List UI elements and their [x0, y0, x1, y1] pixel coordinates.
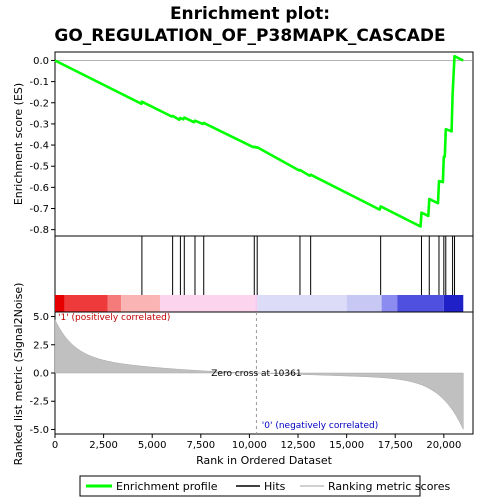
- ranking-metric-area: [54, 319, 464, 430]
- metric-y-axis-label: Ranked list metric (Signal2Noise): [12, 283, 25, 466]
- metric-y-tick-label: 5.0: [33, 312, 49, 323]
- enrichment-profile-line: [54, 54, 464, 228]
- x-ticks: 0 2,500 5,000 7,500 10,000 12,500 15,000 17,500…: [52, 434, 461, 451]
- x-tick-label: 20,000: [426, 440, 461, 451]
- x-axis-label: Rank in Ordered Dataset: [196, 454, 333, 467]
- metric-y-tick-label: -2.5: [29, 397, 49, 408]
- legend-enrichment-label: Enrichment profile: [116, 480, 218, 493]
- metric-y-tick-label: 0.0: [33, 369, 49, 380]
- x-tick-label: 17,500: [378, 440, 413, 451]
- heatbar-segment: [121, 295, 160, 312]
- es-y-tick-label: 0.0: [33, 56, 49, 67]
- legend-metric-label: Ranking metric scores: [328, 480, 450, 493]
- chart-title-line2: GO_REGULATION_OF_P38MAPK_CASCADE: [54, 26, 445, 46]
- heatbar-segment: [257, 295, 347, 312]
- x-tick-label: 2,500: [89, 440, 118, 451]
- heatbar-segment: [443, 295, 464, 312]
- metric-y-ticks: 5.0 2.5 0.0 -2.5 -5.0: [29, 312, 55, 436]
- zero-cross-label: Zero cross at 10361: [211, 369, 301, 379]
- heatbar-segment: [55, 295, 65, 312]
- negative-correlation-label: '0' (negatively correlated): [262, 421, 378, 431]
- heatbar-segment: [64, 295, 108, 312]
- es-y-ticks: 0.0 -0.1 -0.2 -0.3 -0.4 -0.5 -0.6 -0.7 -0.8: [29, 56, 55, 236]
- es-y-tick-label: -0.5: [29, 162, 49, 173]
- es-panel-frame: [54, 51, 474, 237]
- x-tick-label: 0: [52, 440, 58, 451]
- heatbar-segment: [346, 295, 382, 312]
- heatbar-segment: [381, 295, 398, 312]
- ranking-heatbar: [55, 295, 464, 312]
- x-tick-label: 12,500: [281, 440, 316, 451]
- es-y-axis-label: Enrichment score (ES): [12, 83, 25, 205]
- es-y-tick-label: -0.1: [29, 77, 49, 88]
- es-y-tick-label: -0.2: [29, 98, 49, 109]
- es-y-tick-label: -0.7: [29, 204, 49, 215]
- x-tick-label: 5,000: [138, 440, 167, 451]
- heatbar-segment: [159, 295, 256, 312]
- legend-hits-label: Hits: [264, 480, 286, 493]
- x-tick-label: 10,000: [232, 440, 267, 451]
- hits-group: [141, 236, 456, 295]
- metric-y-tick-label: 2.5: [33, 340, 49, 351]
- es-y-tick-label: -0.3: [29, 119, 49, 130]
- x-tick-label: 7,500: [186, 440, 215, 451]
- positive-correlation-label: '1' (positively correlated): [58, 313, 170, 323]
- es-y-tick-label: -0.8: [29, 225, 49, 236]
- es-y-tick-label: -0.6: [29, 183, 49, 194]
- es-y-tick-label: -0.4: [29, 141, 49, 152]
- metric-y-tick-label: -5.0: [29, 425, 49, 436]
- heatbar-segment: [397, 295, 444, 312]
- chart-title-line1: Enrichment plot:: [170, 4, 330, 24]
- heatbar-segment: [107, 295, 122, 312]
- x-tick-label: 15,000: [329, 440, 364, 451]
- heatbar-segment: [255, 295, 258, 312]
